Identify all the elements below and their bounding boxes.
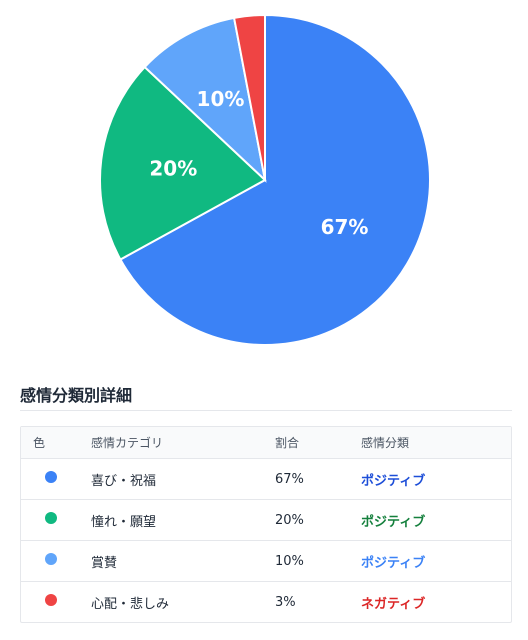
header-category: 感情カテゴリ — [91, 436, 164, 450]
color-dot-icon — [45, 594, 57, 606]
color-dot-icon — [45, 553, 57, 565]
color-dot-icon — [45, 512, 57, 524]
pie-slice-0 — [119, 13, 431, 346]
row-type: ネガティブ — [361, 596, 426, 612]
row-ratio: 3% — [275, 594, 296, 610]
table-row: 賞賛 10% ポジティブ — [21, 540, 511, 581]
pie-slice-2 — [143, 16, 267, 183]
header-type: 感情分類 — [361, 436, 410, 450]
row-ratio: 20% — [275, 512, 304, 528]
row-category: 憧れ・願望 — [91, 514, 157, 530]
pie-slice-3 — [232, 13, 266, 181]
row-type: ポジティブ — [361, 473, 426, 489]
row-ratio: 10% — [275, 553, 304, 569]
emotion-pie-chart: 67% 20% 10% — [99, 13, 431, 346]
row-type: ポジティブ — [361, 555, 426, 571]
table-header-row: 色 感情カテゴリ 割合 感情分類 — [21, 427, 511, 458]
pie-slice-label-1: 20% — [149, 156, 197, 180]
table-row: 憧れ・願望 20% ポジティブ — [21, 499, 511, 540]
row-ratio: 67% — [275, 471, 304, 487]
row-type: ポジティブ — [361, 514, 426, 530]
section-title: 感情分類別詳細 — [20, 386, 133, 405]
pie-slice-label-2: 10% — [197, 87, 245, 111]
header-ratio: 割合 — [275, 436, 300, 450]
emotion-detail-table: 色 感情カテゴリ 割合 感情分類 喜び・祝福 67% ポジティブ 憧れ・願望 2… — [20, 426, 512, 623]
section-divider — [20, 410, 512, 411]
pie-slice-1 — [99, 65, 267, 261]
table-row: 心配・悲しみ 3% ネガティブ — [21, 581, 511, 622]
color-dot-icon — [45, 471, 57, 483]
row-category: 喜び・祝福 — [91, 473, 157, 489]
pie-slice-label-0: 67% — [321, 215, 369, 239]
row-category: 心配・悲しみ — [91, 596, 170, 612]
header-color: 色 — [33, 436, 46, 450]
row-category: 賞賛 — [91, 555, 118, 571]
pie-chart-svg: 67% 20% 10% — [99, 13, 431, 346]
table-row: 喜び・祝福 67% ポジティブ — [21, 458, 511, 499]
